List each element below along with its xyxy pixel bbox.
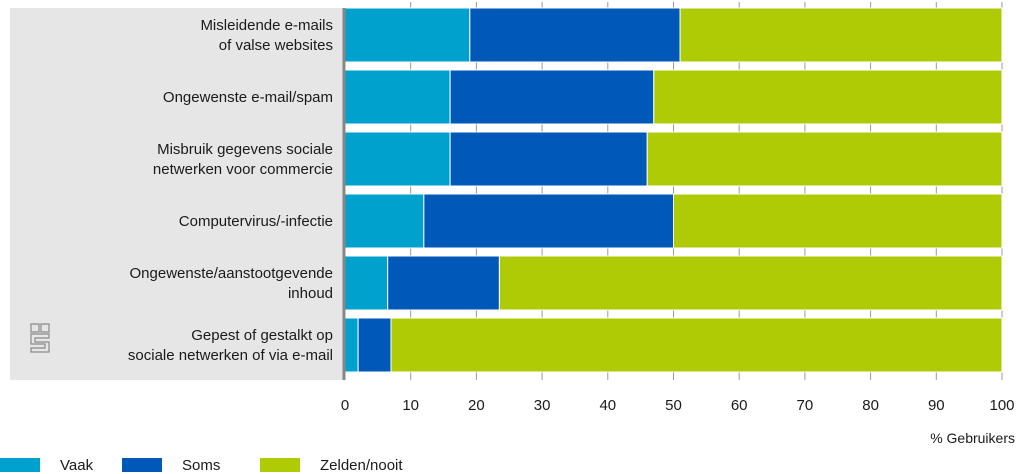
category-label-4-line-0: Ongewenste/aanstootgevende — [130, 265, 334, 282]
category-label-3-line-0: Computervirus/-infectie — [179, 213, 333, 230]
x-tick-label-70: 70 — [797, 397, 814, 414]
legend-item-soms: Soms — [122, 456, 220, 474]
bar-soms-0 — [469, 7, 681, 63]
category-label-4-line-1: inhoud — [288, 285, 333, 302]
x-tick-label-80: 80 — [862, 397, 879, 414]
bar-zelden-nooit-2 — [646, 131, 1003, 187]
x-tick-label-0: 0 — [341, 397, 349, 414]
bar-zelden-nooit-5 — [390, 317, 1003, 373]
bar-zelden-nooit-1 — [653, 69, 1003, 125]
x-tick-label-60: 60 — [731, 397, 748, 414]
x-tick-label-20: 20 — [468, 397, 485, 414]
legend-item-vaak: Vaak — [0, 456, 93, 474]
bar-vaak-1 — [344, 69, 451, 125]
category-label-panel — [10, 8, 343, 380]
category-label-5-line-0: Gepest of gestalkt op — [191, 327, 333, 344]
bar-soms-4 — [387, 255, 500, 311]
bar-vaak-5 — [344, 317, 359, 373]
legend-item-zelden-nooit: Zelden/nooit — [260, 456, 403, 474]
legend-label-soms: Soms — [182, 456, 221, 474]
x-tick-label-90: 90 — [928, 397, 945, 414]
category-label-2-line-1: netwerken voor commercie — [153, 161, 333, 178]
bar-soms-3 — [423, 193, 674, 249]
bar-zelden-nooit-3 — [673, 193, 1003, 249]
legend-label-zelden-nooit: Zelden/nooit — [320, 456, 403, 474]
x-tick-label-30: 30 — [534, 397, 551, 414]
bar-zelden-nooit-0 — [679, 7, 1003, 63]
x-tick-label-40: 40 — [599, 397, 616, 414]
bar-soms-1 — [449, 69, 655, 125]
legend-swatch-vaak — [0, 458, 40, 472]
x-tick-label-50: 50 — [665, 397, 682, 414]
bar-vaak-3 — [344, 193, 425, 249]
chart: Misleidende e-mails of valse websites Onge… — [10, 2, 1015, 446]
category-label-5-line-1: sociale netwerken of via e-mail — [128, 347, 333, 364]
category-label-1-line-0: Ongewenste e-mail/spam — [163, 89, 333, 106]
legend-label-vaak: Vaak — [60, 456, 94, 474]
bar-soms-2 — [449, 131, 648, 187]
legend-swatch-zelden-nooit — [260, 458, 300, 472]
x-tick-label-100: 100 — [989, 397, 1014, 414]
bar-vaak-4 — [344, 255, 389, 311]
category-label-0-line-0: Misleidende e-mails — [200, 17, 333, 34]
bar-soms-5 — [357, 317, 392, 373]
bar-vaak-0 — [344, 7, 471, 63]
x-tick-label-10: 10 — [402, 397, 419, 414]
category-label-2-line-0: Misbruik gegevens sociale — [157, 141, 333, 158]
legend-swatch-soms — [122, 458, 162, 472]
cbs-logo-icon — [30, 323, 50, 353]
x-axis-title: % Gebruikers — [930, 430, 1015, 446]
category-label-0-line-1: of valse websites — [219, 37, 333, 54]
bar-vaak-2 — [344, 131, 451, 187]
bar-zelden-nooit-4 — [498, 255, 1003, 311]
